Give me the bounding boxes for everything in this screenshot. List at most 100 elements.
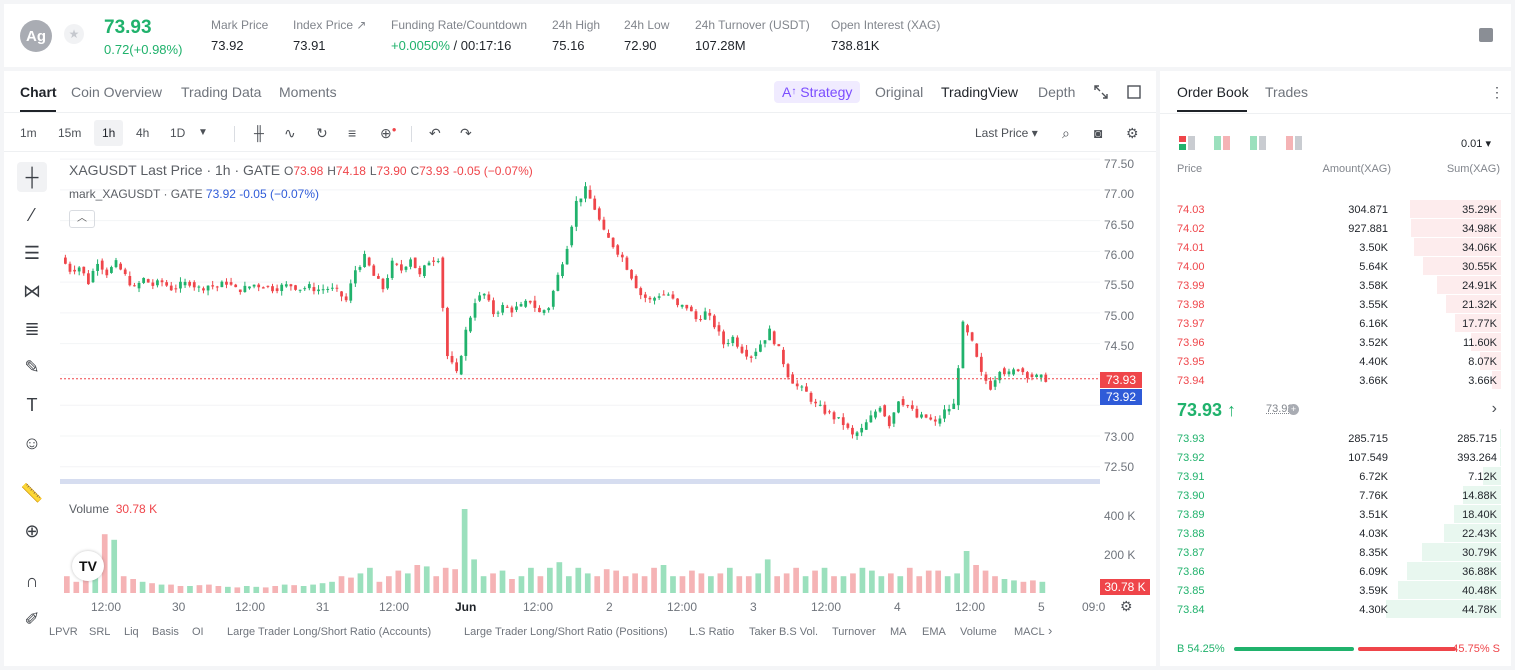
interval-4h[interactable]: 4h (136, 126, 150, 140)
bid-row[interactable]: 73.91 6.72K 7.12K (1160, 467, 1511, 486)
undo-icon[interactable]: ↶ (429, 125, 441, 141)
ask-row[interactable]: 74.00 5.64K 30.55K (1160, 257, 1511, 276)
more-menu-icon[interactable]: ⋮ (1490, 84, 1504, 100)
interval-1h[interactable]: 1h (94, 120, 124, 146)
info-icon[interactable]: + (1288, 404, 1299, 415)
tab-order-book[interactable]: Order Book (1177, 84, 1249, 100)
chevron-right-icon[interactable]: › (1491, 400, 1497, 417)
view-bids-icon[interactable] (1250, 136, 1266, 150)
interval-1m[interactable]: 1m (20, 126, 37, 140)
tab-chart[interactable]: Chart (20, 84, 57, 100)
ask-row[interactable]: 73.94 3.66K 3.66K (1160, 371, 1511, 390)
bid-row[interactable]: 73.87 8.35K 30.79K (1160, 543, 1511, 562)
replay-icon[interactable]: ↻ (316, 125, 328, 141)
candle-body (427, 262, 431, 266)
text-icon[interactable]: T (26, 394, 38, 415)
view-depth[interactable]: Depth (1038, 84, 1076, 100)
ruler-icon[interactable]: 📏 (20, 482, 44, 503)
indicator-item[interactable]: EMA (922, 626, 946, 638)
tab-trading-data[interactable]: Trading Data (181, 84, 262, 100)
favorite-star-icon[interactable]: ★ (64, 24, 84, 44)
magnet-icon[interactable]: ∩ (25, 570, 39, 591)
bid-row[interactable]: 73.93 285.715 285.715 (1160, 429, 1511, 448)
bid-row[interactable]: 73.84 4.30K 44.78K (1160, 600, 1511, 619)
price-chart[interactable] (60, 153, 1100, 598)
view-split-icon[interactable] (1214, 136, 1230, 150)
fullscreen-icon[interactable] (1094, 85, 1108, 99)
indicator-item[interactable]: Taker B.S Vol. (749, 626, 819, 638)
view-both-icon[interactable] (1179, 136, 1195, 150)
pane-separator[interactable] (60, 479, 1100, 484)
interval-1d[interactable]: 1D (170, 126, 186, 140)
indicator-item[interactable]: Basis (152, 626, 179, 638)
zoom-in-icon[interactable]: ⊕ (24, 520, 40, 541)
view-tradingview[interactable]: TradingView (941, 84, 1019, 100)
mark-price-tag: 73.92 (1100, 389, 1142, 405)
templates-icon[interactable]: ≡ (348, 125, 357, 141)
precision-select[interactable]: 0.01 ▾ (1461, 138, 1491, 150)
bid-row[interactable]: 73.88 4.03K 22.43K (1160, 524, 1511, 543)
legend-collapse-button[interactable]: ︿ (69, 210, 95, 228)
indicator-item[interactable]: OI (192, 626, 204, 638)
volume-bar (509, 579, 515, 593)
trendline-icon[interactable]: ⁄ (30, 204, 34, 225)
crosshair-icon[interactable]: ┼ (17, 162, 47, 192)
indicator-item[interactable]: Large Trader Long/Short Ratio (Accounts) (227, 626, 432, 638)
order-amount: 107.549 (1348, 452, 1388, 464)
redo-icon[interactable]: ↷ (460, 125, 472, 141)
settings-gear-icon[interactable]: ⚙ (1126, 125, 1139, 141)
add-indicator-icon[interactable]: ⊕● (380, 125, 397, 141)
indicator-item[interactable]: Turnover (832, 626, 876, 638)
indicator-item[interactable]: Liq (124, 626, 139, 638)
bid-row[interactable]: 73.90 7.76K 14.88K (1160, 486, 1511, 505)
chevron-right-icon[interactable]: › (1048, 623, 1053, 638)
view-original[interactable]: Original (875, 84, 924, 100)
order-amount: 7.76K (1359, 490, 1388, 502)
ask-row[interactable]: 73.96 3.52K 11.60K (1160, 333, 1511, 352)
price-type-select[interactable]: Last Price ▾ (975, 126, 1038, 140)
search-icon[interactable]: ⌕ (1062, 125, 1070, 141)
interval-dropdown-icon[interactable]: ▼ (198, 127, 208, 138)
pencil-lock-icon[interactable]: ✐ (24, 608, 40, 629)
emoji-icon[interactable]: ☺ (22, 432, 42, 453)
interval-15m[interactable]: 15m (58, 126, 82, 140)
brush-icon[interactable]: ✎ (24, 356, 40, 377)
view-asks-icon[interactable] (1286, 136, 1302, 150)
pattern-icon[interactable]: ⋈ (23, 280, 41, 301)
tab-coin-overview[interactable]: Coin Overview (71, 84, 163, 100)
indicator-item[interactable]: SRL (89, 626, 111, 638)
book-icon[interactable] (1479, 28, 1493, 42)
indicator-item[interactable]: MA (890, 626, 907, 638)
candle-body (169, 285, 173, 291)
ask-row[interactable]: 73.99 3.58K 24.91K (1160, 276, 1511, 295)
indicator-item[interactable]: LPVR (49, 626, 78, 638)
indicators-icon[interactable]: ∿ (284, 125, 296, 141)
bid-row[interactable]: 73.92 107.549 393.264 (1160, 448, 1511, 467)
indicator-item[interactable]: Volume (960, 626, 997, 638)
ask-row[interactable]: 73.97 6.16K 17.77K (1160, 314, 1511, 333)
ask-row[interactable]: 73.95 4.40K 8.07K (1160, 352, 1511, 371)
fib-icon[interactable]: ≣ (24, 318, 40, 339)
bid-row[interactable]: 73.89 3.51K 18.40K (1160, 505, 1511, 524)
camera-icon[interactable]: ◙ (1094, 125, 1103, 141)
bid-row[interactable]: 73.86 6.09K 36.88K (1160, 562, 1511, 581)
bid-row[interactable]: 73.85 3.59K 40.48K (1160, 581, 1511, 600)
indicator-item[interactable]: Large Trader Long/Short Ratio (Positions… (464, 626, 668, 638)
ask-row[interactable]: 73.98 3.55K 21.32K (1160, 295, 1511, 314)
horizontal-lines-icon[interactable]: ☰ (23, 242, 41, 263)
ask-row[interactable]: 74.03 304.871 35.29K (1160, 200, 1511, 219)
tab-trades[interactable]: Trades (1265, 84, 1309, 100)
stat-index-price[interactable]: Index Price ↗ 73.91 (293, 18, 367, 53)
axis-settings-icon[interactable]: ⚙ (1120, 598, 1133, 614)
indicator-item[interactable]: L.S Ratio (689, 626, 735, 638)
ask-row[interactable]: 74.02 927.881 34.98K (1160, 219, 1511, 238)
candle-body (676, 298, 679, 306)
ask-row[interactable]: 74.01 3.50K 34.06K (1160, 238, 1511, 257)
strategy-button[interactable]: A↑ Strategy (774, 81, 861, 103)
window-icon[interactable] (1127, 85, 1141, 99)
candle-body (211, 285, 215, 287)
candle-body (860, 427, 864, 433)
candle-type-icon[interactable]: ╫ (254, 125, 264, 141)
indicator-item[interactable]: MACL (1014, 626, 1045, 638)
tab-moments[interactable]: Moments (279, 84, 337, 100)
